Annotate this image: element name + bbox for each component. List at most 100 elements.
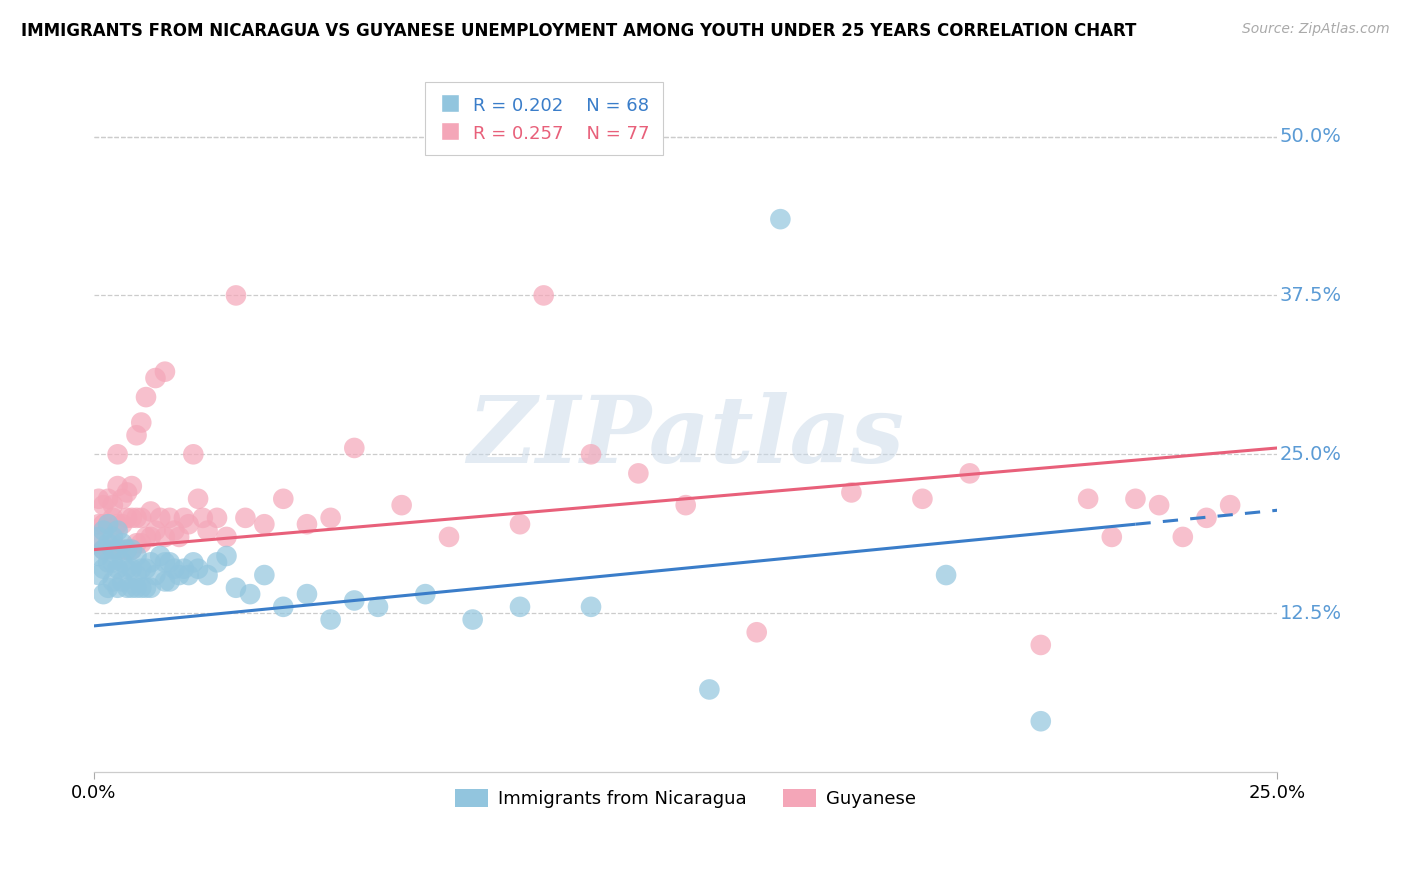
Point xyxy=(125,581,148,595)
Point xyxy=(1219,498,1241,512)
Point xyxy=(129,581,152,595)
Point xyxy=(129,416,152,430)
Point xyxy=(173,562,195,576)
Point xyxy=(145,568,167,582)
Point xyxy=(93,542,115,557)
Point xyxy=(107,542,129,557)
Point xyxy=(111,491,134,506)
Point xyxy=(163,524,186,538)
Point xyxy=(153,530,176,544)
Point xyxy=(391,498,413,512)
Point xyxy=(87,530,110,544)
Point xyxy=(183,555,205,569)
Point xyxy=(167,530,190,544)
Point xyxy=(139,504,162,518)
Point xyxy=(87,549,110,563)
Point xyxy=(149,511,172,525)
Point xyxy=(97,517,120,532)
Point xyxy=(1147,498,1170,512)
Point xyxy=(93,517,115,532)
Point xyxy=(93,524,115,538)
Point xyxy=(97,581,120,595)
Point xyxy=(93,587,115,601)
Point xyxy=(93,498,115,512)
Point xyxy=(159,555,181,569)
Point xyxy=(173,511,195,525)
Point xyxy=(437,530,460,544)
Point xyxy=(167,568,190,582)
Point xyxy=(121,581,143,595)
Point xyxy=(121,542,143,557)
Point xyxy=(139,530,162,544)
Point xyxy=(97,517,120,532)
Point xyxy=(115,485,138,500)
Point xyxy=(121,511,143,525)
Point xyxy=(319,511,342,525)
Point xyxy=(187,491,209,506)
Point xyxy=(145,524,167,538)
Text: 25.0%: 25.0% xyxy=(1279,445,1341,464)
Point xyxy=(129,511,152,525)
Point xyxy=(177,568,200,582)
Point xyxy=(149,549,172,563)
Point xyxy=(135,390,157,404)
Point xyxy=(579,599,602,614)
Point xyxy=(1077,491,1099,506)
Point xyxy=(125,536,148,550)
Point xyxy=(191,511,214,525)
Point xyxy=(87,568,110,582)
Point xyxy=(159,574,181,589)
Point xyxy=(225,581,247,595)
Point xyxy=(215,530,238,544)
Point xyxy=(509,599,531,614)
Point xyxy=(101,555,124,569)
Point xyxy=(125,511,148,525)
Point xyxy=(145,371,167,385)
Point xyxy=(121,479,143,493)
Point xyxy=(295,517,318,532)
Point xyxy=(253,517,276,532)
Point xyxy=(87,536,110,550)
Point xyxy=(367,599,389,614)
Point xyxy=(1171,530,1194,544)
Point xyxy=(295,587,318,601)
Point xyxy=(343,593,366,607)
Point xyxy=(197,524,219,538)
Point xyxy=(205,555,228,569)
Point xyxy=(139,555,162,569)
Point xyxy=(225,288,247,302)
Point xyxy=(627,467,650,481)
Point xyxy=(153,574,176,589)
Point xyxy=(125,549,148,563)
Point xyxy=(675,498,697,512)
Point xyxy=(107,562,129,576)
Point xyxy=(97,536,120,550)
Point xyxy=(153,555,176,569)
Point xyxy=(271,491,294,506)
Point xyxy=(93,562,115,576)
Point xyxy=(1125,491,1147,506)
Point xyxy=(1029,714,1052,729)
Point xyxy=(271,599,294,614)
Point xyxy=(745,625,768,640)
Point xyxy=(111,536,134,550)
Point xyxy=(205,511,228,525)
Point xyxy=(107,479,129,493)
Point xyxy=(93,542,115,557)
Point xyxy=(87,517,110,532)
Point xyxy=(135,581,157,595)
Point xyxy=(769,212,792,227)
Point xyxy=(1029,638,1052,652)
Text: 12.5%: 12.5% xyxy=(1279,604,1341,623)
Point xyxy=(87,491,110,506)
Point xyxy=(107,581,129,595)
Point xyxy=(415,587,437,601)
Point xyxy=(319,613,342,627)
Point xyxy=(235,511,257,525)
Point xyxy=(107,517,129,532)
Point xyxy=(461,613,484,627)
Point xyxy=(1101,530,1123,544)
Point xyxy=(841,485,863,500)
Point xyxy=(135,562,157,576)
Point xyxy=(911,491,934,506)
